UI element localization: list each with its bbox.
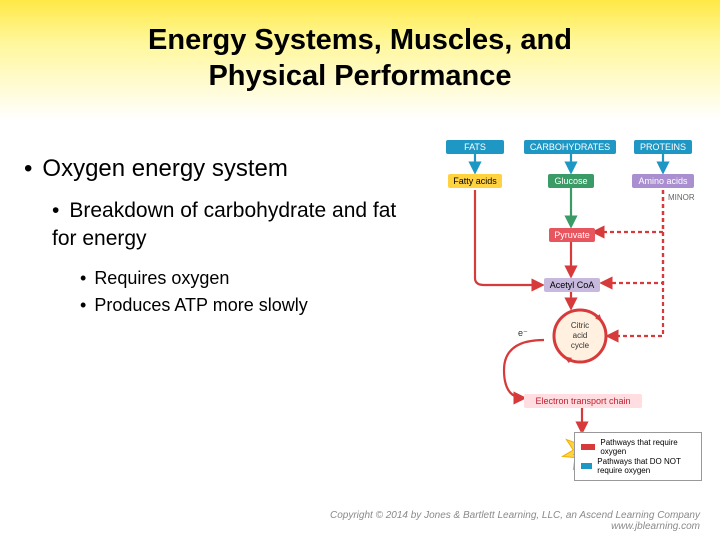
- svg-text:MINOR: MINOR: [668, 193, 695, 202]
- node-glucose: Glucose: [548, 174, 594, 188]
- node-fats: FATS: [446, 140, 504, 154]
- node-etc: Electron transport chain: [524, 394, 642, 408]
- node-amino: Amino acids: [632, 174, 694, 188]
- legend-swatch: [581, 463, 592, 469]
- bullet-l1: Oxygen energy system: [24, 155, 424, 183]
- metabolism-diagram: CitricacidcycleATPMINORe⁻ FATSCARBOHYDRA…: [434, 140, 702, 470]
- copyright-footer: Copyright © 2014 by Jones & Bartlett Lea…: [330, 510, 700, 532]
- node-pyruvate: Pyruvate: [549, 228, 595, 242]
- legend-text: Pathways that require oxygen: [600, 438, 695, 456]
- bullet-l2: Breakdown of carbohydrate and fat for en…: [52, 197, 424, 254]
- node-carbs: CARBOHYDRATES: [524, 140, 616, 154]
- legend-swatch: [581, 444, 595, 450]
- bullet-l3b: Produces ATP more slowly: [80, 295, 424, 316]
- title-line1: Energy Systems, Muscles, and: [148, 24, 572, 56]
- legend-row: Pathways that require oxygen: [581, 438, 695, 456]
- legend-row: Pathways that DO NOT require oxygen: [581, 457, 695, 475]
- title-line2: Physical Performance: [208, 60, 511, 92]
- footer-line1: Copyright © 2014 by Jones & Bartlett Lea…: [330, 510, 700, 521]
- node-fatty: Fatty acids: [448, 174, 502, 188]
- svg-text:cycle: cycle: [571, 341, 590, 350]
- page-title: Energy Systems, Muscles, and Physical Pe…: [0, 22, 720, 95]
- svg-text:acid: acid: [573, 331, 588, 340]
- footer-line2: www.jblearning.com: [330, 521, 700, 532]
- bullet-l2-text: Breakdown of carbohydrate and fat for en…: [52, 199, 396, 250]
- bullet-content: Oxygen energy system Breakdown of carboh…: [24, 155, 424, 322]
- bullet-l3a: Requires oxygen: [80, 268, 424, 289]
- diagram-svg: CitricacidcycleATPMINORe⁻: [434, 140, 702, 470]
- legend-text: Pathways that DO NOT require oxygen: [597, 457, 695, 475]
- svg-text:Citric: Citric: [571, 321, 589, 330]
- header-band: Energy Systems, Muscles, and Physical Pe…: [0, 0, 720, 120]
- node-acetyl: Acetyl CoA: [544, 278, 600, 292]
- legend: Pathways that require oxygenPathways tha…: [574, 432, 702, 481]
- svg-text:e⁻: e⁻: [518, 328, 528, 338]
- node-proteins: PROTEINS: [634, 140, 692, 154]
